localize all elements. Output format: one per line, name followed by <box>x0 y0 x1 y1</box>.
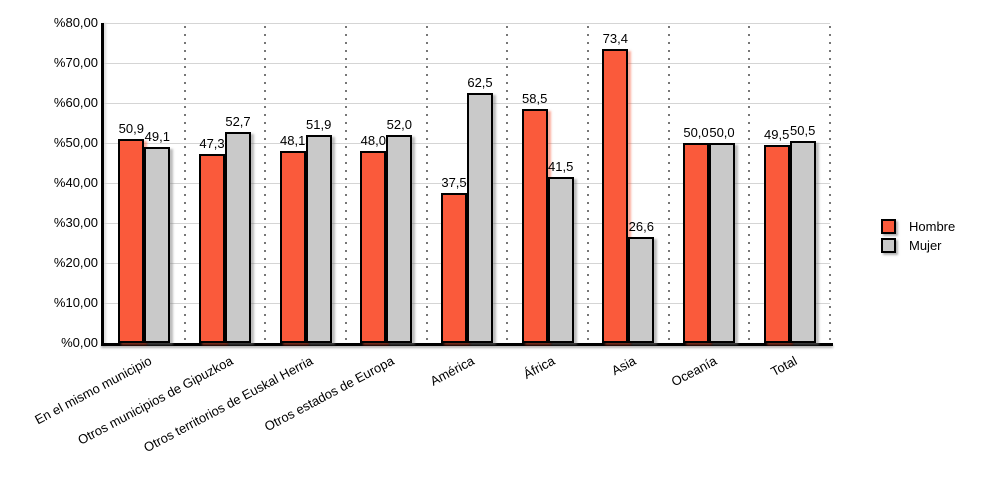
y-tick-label: %60,00 <box>53 95 98 110</box>
bar-hombre <box>360 151 387 343</box>
bar-value-label: 50,0 <box>709 125 735 140</box>
y-tick-label: %0,00 <box>61 335 98 350</box>
hombre-color-swatch <box>881 219 896 234</box>
bar-mujer <box>789 141 816 343</box>
bar-value-label: 58,5 <box>522 91 548 106</box>
bar-value-label: 50,5 <box>790 123 816 138</box>
bar-hombre <box>199 153 225 343</box>
legend-item-mujer: Mujer <box>881 238 955 253</box>
y-tick-label: %10,00 <box>53 295 98 310</box>
bar-value-label: 37,5 <box>441 175 467 190</box>
legend-label-mujer: Mujer <box>909 238 942 253</box>
bar-value-label: 49,1 <box>144 128 170 144</box>
x-axis-label: Otros estados de Europa <box>261 353 397 435</box>
bar-value-label: 50,9 <box>118 121 144 137</box>
bar-mujer <box>386 135 413 343</box>
legend-item-hombre: Hombre <box>881 219 955 234</box>
bar-mujer <box>547 177 574 343</box>
y-axis-line <box>101 23 104 346</box>
bar-hombre <box>763 145 790 343</box>
x-axis-label: América <box>427 353 478 389</box>
bar-value-label: 49,5 <box>764 127 790 142</box>
bar-hombre <box>118 139 145 343</box>
bar-value-label: 52,7 <box>225 114 251 130</box>
y-tick-label: %20,00 <box>53 255 98 270</box>
y-tick-label: %70,00 <box>53 55 98 70</box>
bar-mujer <box>467 93 493 343</box>
category-separator <box>587 26 589 343</box>
bar-mujer <box>709 143 735 343</box>
x-axis-label: Asia <box>609 353 639 379</box>
y-tick-label: %30,00 <box>53 215 98 230</box>
bar-mujer <box>305 135 332 343</box>
bar-mujer <box>225 132 251 343</box>
x-axis-label: Total <box>768 353 800 380</box>
y-tick-label: %40,00 <box>53 175 98 190</box>
bar-hombre <box>521 109 548 343</box>
bar-value-label: 41,5 <box>548 159 574 174</box>
bar-hombre <box>602 49 629 343</box>
y-tick-label: %80,00 <box>53 15 98 30</box>
category-separator <box>829 26 831 343</box>
category-separator <box>667 26 670 343</box>
bar-value-label: 52,0 <box>386 117 412 132</box>
bar-value-label: 48,0 <box>360 133 386 148</box>
gridline <box>104 63 830 64</box>
bar-mujer <box>144 146 171 343</box>
bar-value-label: 26,6 <box>628 218 654 234</box>
bar-mujer <box>628 236 655 343</box>
category-separator <box>264 26 267 343</box>
gridline <box>104 23 830 24</box>
bar-value-label: 51,9 <box>306 117 332 133</box>
y-tick-label: %50,00 <box>53 135 98 150</box>
category-separator <box>506 26 509 343</box>
x-axis-label: África <box>521 353 558 382</box>
x-axis-label: Oceanía <box>668 353 720 390</box>
x-axis-line <box>101 343 833 346</box>
bar-value-label: 62,5 <box>467 75 493 90</box>
legend-label-hombre: Hombre <box>909 219 956 234</box>
category-separator <box>425 26 428 343</box>
bar-value-label: 50,0 <box>683 125 709 140</box>
bar-value-label: 48,1 <box>280 132 306 148</box>
mujer-color-swatch <box>881 238 896 253</box>
bar-hombre <box>441 193 467 343</box>
category-separator <box>183 26 186 343</box>
bar-value-label: 73,4 <box>602 31 628 47</box>
category-separator <box>748 26 751 343</box>
legend: Hombre Mujer <box>881 219 955 253</box>
bar-hombre <box>279 150 306 343</box>
bar-hombre <box>683 143 709 343</box>
category-separator <box>345 26 347 343</box>
bar-value-label: 47,3 <box>199 135 225 151</box>
